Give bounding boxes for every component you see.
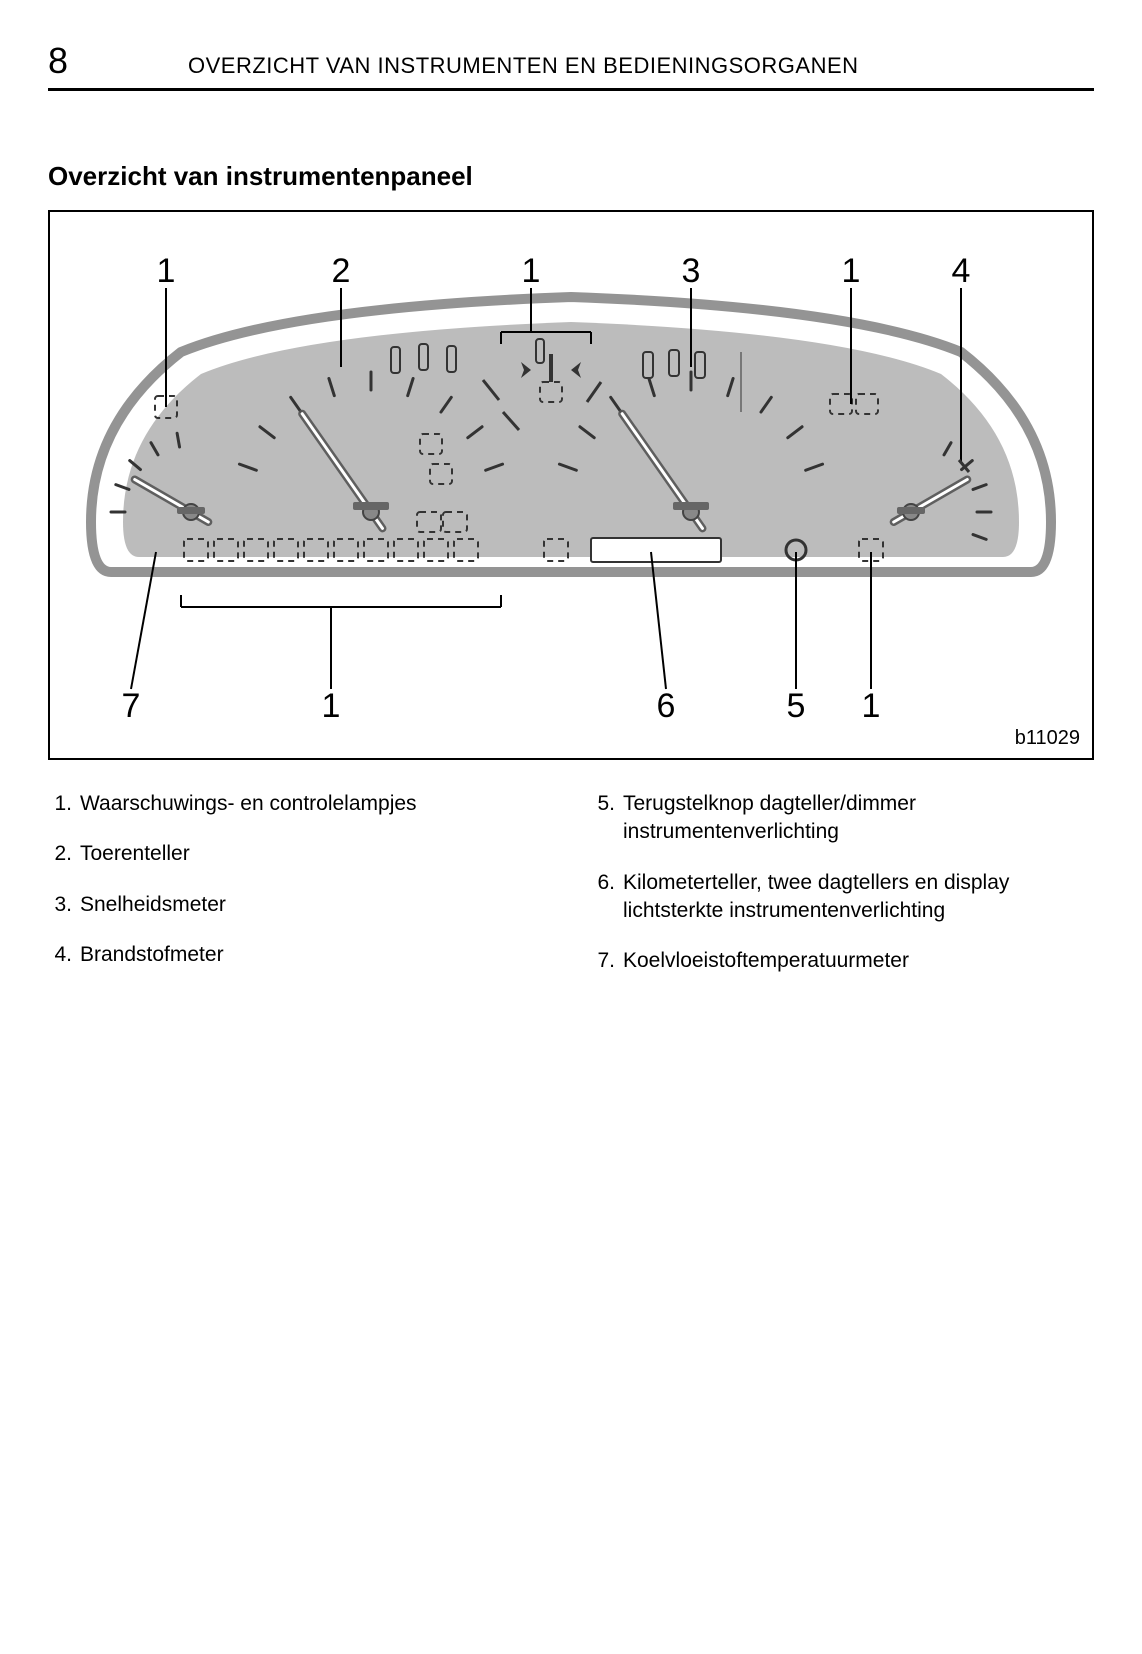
legend-item-number: 5. xyxy=(591,790,623,847)
header-title: OVERZICHT VAN INSTRUMENTEN EN BEDIENINGS… xyxy=(188,53,859,79)
svg-text:1: 1 xyxy=(522,252,541,290)
legend-column-left: 1.Waarschuwings- en controlelampjes2.Toe… xyxy=(48,790,551,998)
svg-text:1: 1 xyxy=(842,252,861,290)
legend-item-number: 1. xyxy=(48,790,80,818)
legend-item: 4.Brandstofmeter xyxy=(48,941,551,969)
legend-item-text: Brandstofmeter xyxy=(80,941,551,969)
page-header: 8 OVERZICHT VAN INSTRUMENTEN EN BEDIENIN… xyxy=(48,40,1094,91)
legend-item-text: Toerenteller xyxy=(80,840,551,868)
section-heading: Overzicht van instrumentenpaneel xyxy=(48,161,1094,192)
svg-text:1: 1 xyxy=(157,252,176,290)
legend-item-number: 7. xyxy=(591,947,623,975)
legend-item-text: Waarschuwings- en controlelampjes xyxy=(80,790,551,818)
svg-text:5: 5 xyxy=(787,687,806,725)
diagram-code: b11029 xyxy=(1015,727,1080,750)
diagram-svg: 1 2 1 3 1 4 7 1 6 5 1 xyxy=(50,212,1092,758)
legend-item-text: Koelvloeistoftemperatuurmeter xyxy=(623,947,1094,975)
legend-column-right: 5.Terugstelknop dagteller/dimmer instrum… xyxy=(591,790,1094,998)
legend-item: 3.Snelheidsmeter xyxy=(48,891,551,919)
legend-item-text: Terugstelknop dagteller/dimmer instrumen… xyxy=(623,790,1094,847)
legend-item: 7.Koelvloeistoftemperatuurmeter xyxy=(591,947,1094,975)
page-number: 8 xyxy=(48,40,188,82)
legend-item: 1.Waarschuwings- en controlelampjes xyxy=(48,790,551,818)
legend-item-text: Kilometerteller, twee dagtellers en disp… xyxy=(623,869,1094,926)
legend-item-number: 2. xyxy=(48,840,80,868)
legend: 1.Waarschuwings- en controlelampjes2.Toe… xyxy=(48,790,1094,998)
svg-text:1: 1 xyxy=(322,687,341,725)
svg-text:4: 4 xyxy=(952,252,971,290)
legend-item-text: Snelheidsmeter xyxy=(80,891,551,919)
svg-text:3: 3 xyxy=(682,252,701,290)
svg-text:2: 2 xyxy=(332,252,351,290)
svg-text:7: 7 xyxy=(122,687,141,725)
legend-item-number: 6. xyxy=(591,869,623,926)
instrument-panel-diagram: 1 2 1 3 1 4 7 1 6 5 1 b11029 xyxy=(48,210,1094,760)
legend-item: 2.Toerenteller xyxy=(48,840,551,868)
legend-item-number: 4. xyxy=(48,941,80,969)
legend-item: 5.Terugstelknop dagteller/dimmer instrum… xyxy=(591,790,1094,847)
legend-item-number: 3. xyxy=(48,891,80,919)
svg-text:6: 6 xyxy=(657,687,676,725)
svg-text:1: 1 xyxy=(862,687,881,725)
legend-item: 6.Kilometerteller, twee dagtellers en di… xyxy=(591,869,1094,926)
